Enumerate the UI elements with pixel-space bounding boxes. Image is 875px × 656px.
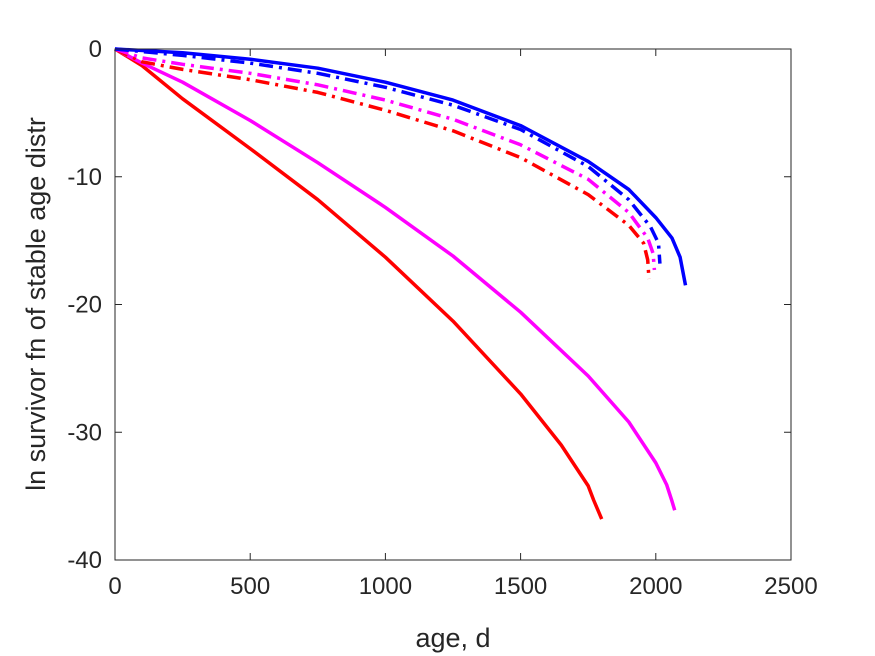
x-tick-label: 1000	[359, 573, 412, 600]
y-tick-label: -10	[67, 164, 102, 191]
y-tick-label: -30	[67, 419, 102, 446]
x-tick-label: 2000	[629, 573, 682, 600]
series-line-5	[114, 47, 604, 520]
y-tick-label: -40	[67, 547, 102, 574]
series-line-3	[114, 47, 651, 280]
x-tick-label: 2500	[764, 573, 817, 600]
series-line-2	[114, 47, 657, 271]
x-tick-label: 0	[108, 573, 121, 600]
x-axis-label: age, d	[415, 623, 490, 653]
series-line-1	[114, 47, 662, 264]
y-tick-label: 0	[89, 36, 102, 63]
series-line-4	[114, 47, 677, 511]
ticks-layer: 0 500 1000 1500 2000 2500 0 -10 -20 -30 -40	[67, 36, 817, 600]
series-line-0	[114, 47, 688, 286]
series-layer	[114, 47, 688, 520]
x-tick-label: 500	[230, 573, 270, 600]
y-tick-label: -20	[67, 292, 102, 319]
x-tick-label: 1500	[494, 573, 547, 600]
y-axis-label: ln survivor fn of stable age distr	[21, 117, 51, 491]
